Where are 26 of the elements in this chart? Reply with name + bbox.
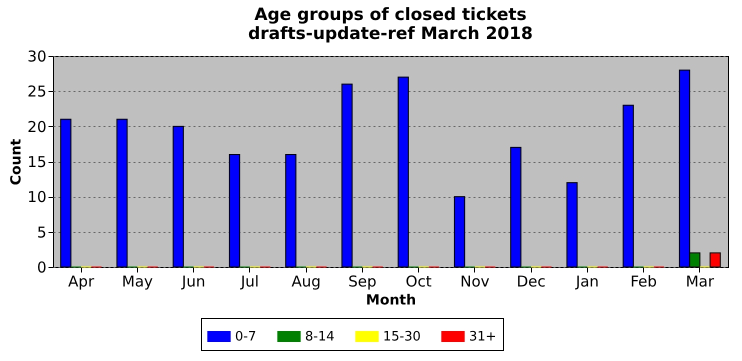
- y-tick-label: 15: [27, 153, 46, 171]
- y-tick-label: 30: [27, 48, 46, 66]
- x-tick-label: Dec: [516, 272, 546, 290]
- x-tick-label: Mar: [686, 272, 715, 290]
- x-tick-label: May: [122, 272, 153, 290]
- x-tick-label: Oct: [406, 272, 432, 290]
- x-tick-label: Jul: [240, 272, 259, 290]
- x-tick-label: Apr: [68, 272, 95, 290]
- y-tick-label: 0: [36, 258, 46, 276]
- chart-title: Age groups of closed tickets drafts-update-ref March 2018: [248, 5, 533, 44]
- y-axis-title: Count: [8, 138, 24, 186]
- legend-label: 8-14: [305, 329, 335, 344]
- x-tick-label: Jun: [180, 272, 206, 290]
- x-tick-label: Nov: [460, 272, 490, 290]
- y-tick-label: 20: [27, 118, 46, 136]
- x-tick-label: Feb: [630, 272, 657, 290]
- y-tick-label: 10: [27, 188, 46, 206]
- x-tick-label: Aug: [291, 272, 321, 290]
- legend-label: 0-7: [235, 329, 256, 344]
- x-tick-label: Sep: [348, 272, 377, 290]
- y-tick-label: 5: [36, 223, 46, 242]
- y-tick-label: 25: [27, 82, 46, 101]
- x-tick-label: Jan: [574, 272, 599, 290]
- x-axis-title: Month: [366, 292, 416, 308]
- legend-label: 15-30: [383, 329, 421, 344]
- legend-label: 31+: [469, 329, 496, 344]
